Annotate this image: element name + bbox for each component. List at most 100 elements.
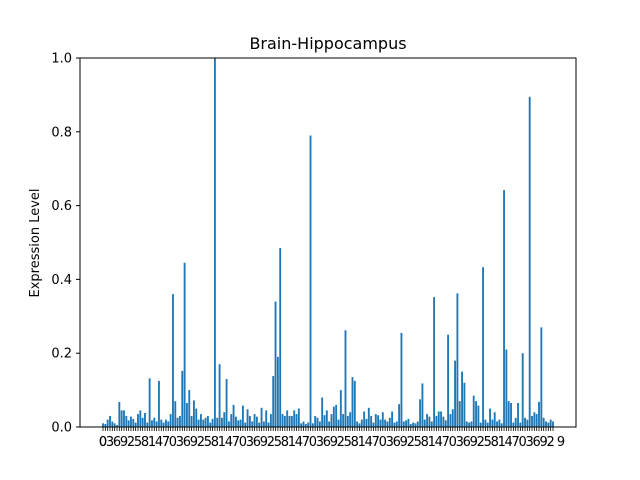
bar — [274, 301, 277, 427]
bar — [524, 417, 526, 427]
y-tick-label: 0.2 — [51, 347, 72, 362]
x-tick-label: 6 — [463, 435, 471, 450]
bar — [279, 248, 282, 427]
x-tick-label: 7 — [162, 435, 170, 450]
x-tick-label: 3 — [246, 435, 254, 450]
x-tick-label: 7 — [512, 435, 520, 450]
bar — [526, 419, 529, 427]
bar — [489, 408, 491, 427]
bar — [146, 422, 149, 427]
bar — [365, 418, 368, 427]
x-tick-label: 9 — [190, 435, 198, 450]
bar — [183, 262, 186, 427]
x-tick-label: 3 — [106, 435, 114, 450]
x-tick-label: 6 — [323, 435, 331, 450]
bar — [297, 408, 300, 427]
bar — [283, 415, 286, 427]
bar — [449, 414, 452, 427]
bar — [430, 421, 433, 427]
x-tick-label: 1 — [148, 435, 156, 450]
x-tick-label: 0 — [379, 435, 387, 450]
bar — [204, 417, 207, 427]
bar — [234, 416, 237, 427]
bar — [337, 419, 340, 427]
bar — [141, 417, 144, 427]
bar — [323, 415, 326, 427]
y-tick-label: 0.6 — [51, 199, 72, 214]
x-tick-label: 4 — [505, 435, 513, 450]
bar — [484, 419, 487, 427]
y-axis-ticks: 0.0 0.2 0.4 0.6 0.8 1.0 — [51, 52, 80, 436]
bar — [211, 418, 214, 427]
bar — [514, 417, 517, 427]
bar — [314, 415, 317, 427]
bar — [344, 330, 347, 427]
x-tick-label: 7 — [232, 435, 240, 450]
bar — [199, 414, 202, 427]
bar — [325, 410, 328, 427]
bar — [316, 417, 319, 427]
x-tick-label: 8 — [491, 435, 499, 450]
bar — [246, 409, 249, 427]
x-tick-label: 1 — [358, 435, 366, 450]
bar — [545, 421, 547, 427]
x-tick-label: 2 — [407, 435, 415, 450]
bar — [262, 421, 265, 427]
bar — [405, 420, 408, 427]
x-tick-label: 4 — [365, 435, 373, 450]
bar — [116, 425, 118, 427]
x-tick-label: 9 — [120, 435, 128, 450]
bar — [220, 417, 223, 427]
x-tick-label: 3 — [526, 435, 534, 450]
bar — [230, 414, 233, 427]
bar — [197, 419, 200, 427]
x-tick-label: 8 — [141, 435, 149, 450]
bar — [342, 414, 345, 427]
bar — [155, 421, 158, 427]
bar — [237, 420, 240, 427]
bar — [503, 190, 505, 427]
bar — [363, 411, 366, 427]
bar — [239, 419, 242, 427]
x-tick-label: 3 — [456, 435, 464, 450]
bar — [113, 423, 116, 427]
x-tick-label: 0 — [449, 435, 457, 450]
bar — [395, 421, 398, 427]
bar — [472, 395, 475, 427]
bar — [547, 422, 550, 427]
bar — [400, 332, 403, 427]
bar — [433, 297, 436, 427]
bar — [158, 380, 160, 427]
bar — [167, 421, 170, 427]
x-tick-label: 8 — [351, 435, 359, 450]
bar — [493, 412, 496, 427]
x-tick-label: 1 — [218, 435, 226, 450]
bar — [241, 405, 244, 427]
bar — [391, 411, 394, 427]
bar — [374, 414, 377, 427]
bar — [123, 410, 125, 427]
bar — [477, 405, 480, 427]
bar — [470, 421, 473, 427]
x-tick-label: 0 — [309, 435, 317, 450]
bar — [132, 418, 135, 427]
bar — [358, 423, 361, 427]
bar — [349, 412, 352, 427]
bar — [232, 404, 235, 427]
bar — [498, 419, 501, 427]
bar — [339, 390, 342, 427]
bar — [109, 415, 111, 427]
x-tick-label: 8 — [211, 435, 219, 450]
bar — [120, 410, 123, 427]
bar — [419, 399, 422, 427]
bar — [512, 422, 515, 427]
bar — [248, 415, 251, 427]
bar — [442, 416, 445, 427]
bar — [179, 415, 181, 427]
y-tick-label: 1.0 — [51, 52, 72, 67]
chart-title: Brain-Hippocampus — [249, 34, 406, 53]
x-tick-label: 9 — [330, 435, 338, 450]
bar — [475, 401, 477, 427]
bar — [307, 422, 310, 427]
x-tick-label: 5 — [274, 435, 282, 450]
